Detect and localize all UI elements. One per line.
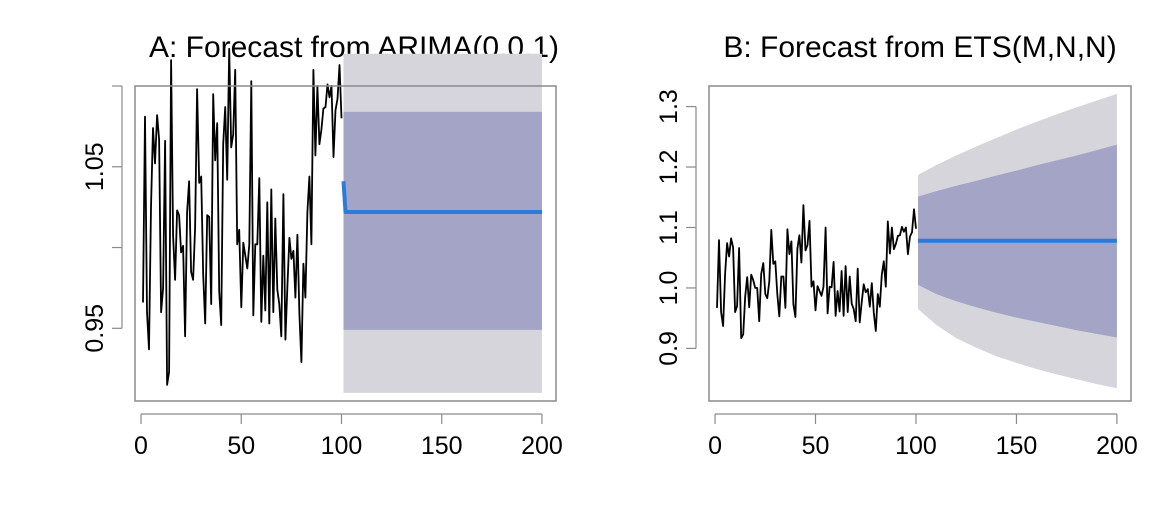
b-y-tick-label: 1.3 <box>655 89 683 124</box>
a-pi80-band <box>343 111 542 330</box>
b-history-line <box>716 204 917 340</box>
a-y-tick-label: 1.05 <box>81 142 109 191</box>
a-plot-frame <box>134 85 557 402</box>
a-history-line <box>142 47 343 386</box>
b-x-tick-label: 150 <box>996 432 1038 460</box>
b-x-tick-label: 50 <box>802 432 830 460</box>
a-forecast-line <box>341 181 542 214</box>
b-x-tick-label: 0 <box>708 432 722 460</box>
panel-a: A: Forecast from ARIMA(0,0,1) 0 50 100 150 2… <box>81 31 563 460</box>
a-x-tick-label: 50 <box>227 432 255 460</box>
panel-b-title: B: Forecast from ETS(M,N,N) <box>723 31 1116 64</box>
b-x-tick-label: 200 <box>1096 432 1138 460</box>
b-y-tick-label: 1.1 <box>655 210 683 245</box>
a-x-tick-label: 100 <box>321 432 363 460</box>
a-x-tick-label: 150 <box>421 432 463 460</box>
b-y-tick-label: 1.0 <box>655 271 683 306</box>
panel-b: B: Forecast from ETS(M,N,N) 0 50 100 150 200… <box>655 31 1138 460</box>
a-y-tick-label: 0.95 <box>81 304 109 353</box>
b-x-tick-label: 100 <box>895 432 937 460</box>
b-y-tick-label: 0.9 <box>655 331 683 366</box>
a-x-tick-label: 200 <box>521 432 563 460</box>
b-plot-frame <box>708 85 1132 402</box>
a-x-tick-label: 0 <box>134 432 148 460</box>
b-y-tick-label: 1.2 <box>655 150 683 185</box>
